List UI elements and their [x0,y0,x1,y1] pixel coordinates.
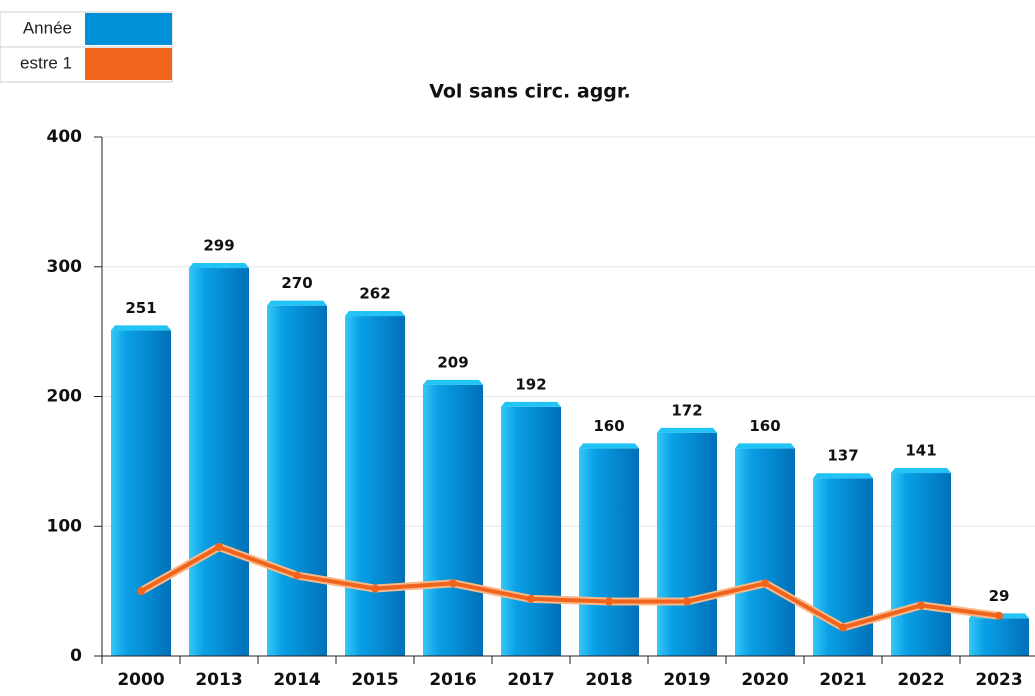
bar-cap [423,379,483,385]
bar-cap [189,263,249,269]
x-tick-label: 2022 [897,670,944,690]
line-point [683,597,691,606]
line-point [527,594,535,603]
bar [423,384,483,656]
value-label: 192 [515,375,546,393]
x-tick-label: 2014 [273,670,320,690]
value-label: 270 [281,274,312,292]
bar-cap [267,300,327,306]
line-point [293,571,301,580]
value-label: 251 [125,299,156,317]
line-point [839,623,847,632]
bar [267,305,327,656]
line-point [371,584,379,593]
bar-cap [111,325,171,331]
bar-cap [579,443,639,449]
bar [501,406,561,656]
bar-cap [657,427,717,433]
line [140,545,1000,630]
value-label: 262 [359,285,390,303]
bar [345,316,405,656]
x-tick-label: 2018 [585,670,632,690]
value-label: 160 [593,417,624,435]
value-label: 141 [905,442,936,460]
bar [189,268,249,656]
legend-label: estre 1 [20,53,72,72]
bar [657,432,717,656]
bar [891,473,951,656]
line-point [137,587,145,596]
x-tick-label: 2013 [195,670,242,690]
bar-cap [813,473,873,479]
line-point [761,579,769,588]
x-tick-label: 2023 [975,670,1022,690]
y-tick-label: 200 [47,387,83,407]
bar [735,448,795,656]
bar-cap [735,443,795,449]
value-label: 160 [749,417,780,435]
line-point [917,601,925,610]
line-point [995,611,1003,620]
chart-title: Vol sans circ. aggr. [429,81,631,103]
x-tick-label: 2000 [117,670,164,690]
value-label: 137 [827,447,858,465]
legend-swatch [85,13,172,45]
x-tick-label: 2020 [741,670,788,690]
y-tick-label: 300 [47,257,83,277]
bar [579,448,639,656]
y-tick-label: 100 [47,516,83,536]
y-tick-label: 400 [47,127,83,147]
legend-label: Année [23,18,72,37]
line-point [605,597,613,606]
value-label: 299 [203,237,234,255]
bar-cap [501,401,561,407]
x-tick-label: 2021 [819,670,866,690]
line-point [215,543,223,552]
x-tick-label: 2019 [663,670,710,690]
x-tick-label: 2017 [507,670,554,690]
x-tick-label: 2016 [429,670,476,690]
line-point [449,579,457,588]
bar [969,618,1029,656]
value-label: 172 [671,401,702,419]
legend-swatch [85,48,172,80]
bar [111,330,171,656]
y-tick-label: 0 [70,646,82,666]
bar-cap [891,468,951,474]
value-label: 29 [989,587,1010,605]
bar-cap [345,311,405,317]
x-tick-label: 2015 [351,670,398,690]
value-label: 209 [437,353,468,371]
